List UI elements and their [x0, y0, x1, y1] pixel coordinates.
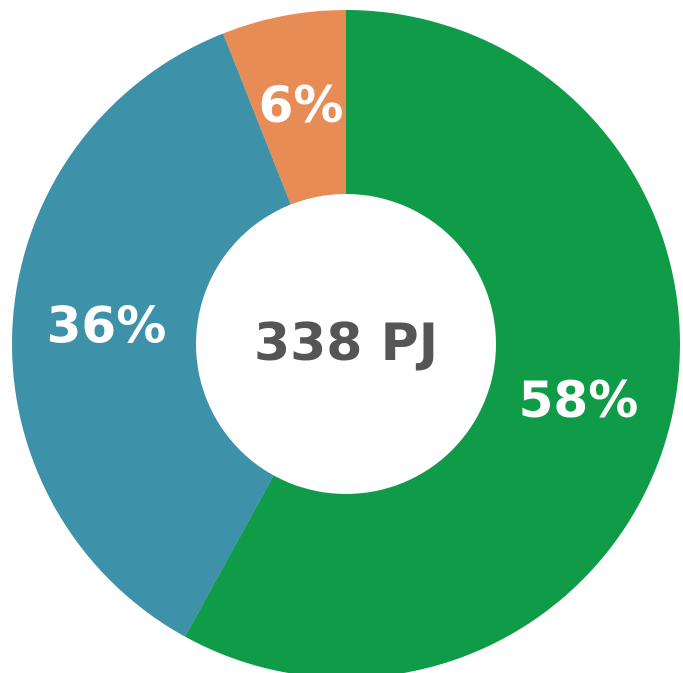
- slice-label: 36%: [47, 296, 167, 354]
- slice-label: 58%: [519, 371, 639, 429]
- donut-hole: [196, 194, 496, 494]
- center-label: 338 PJ: [254, 313, 438, 373]
- slice-label: 6%: [259, 76, 344, 134]
- slice: [12, 33, 346, 637]
